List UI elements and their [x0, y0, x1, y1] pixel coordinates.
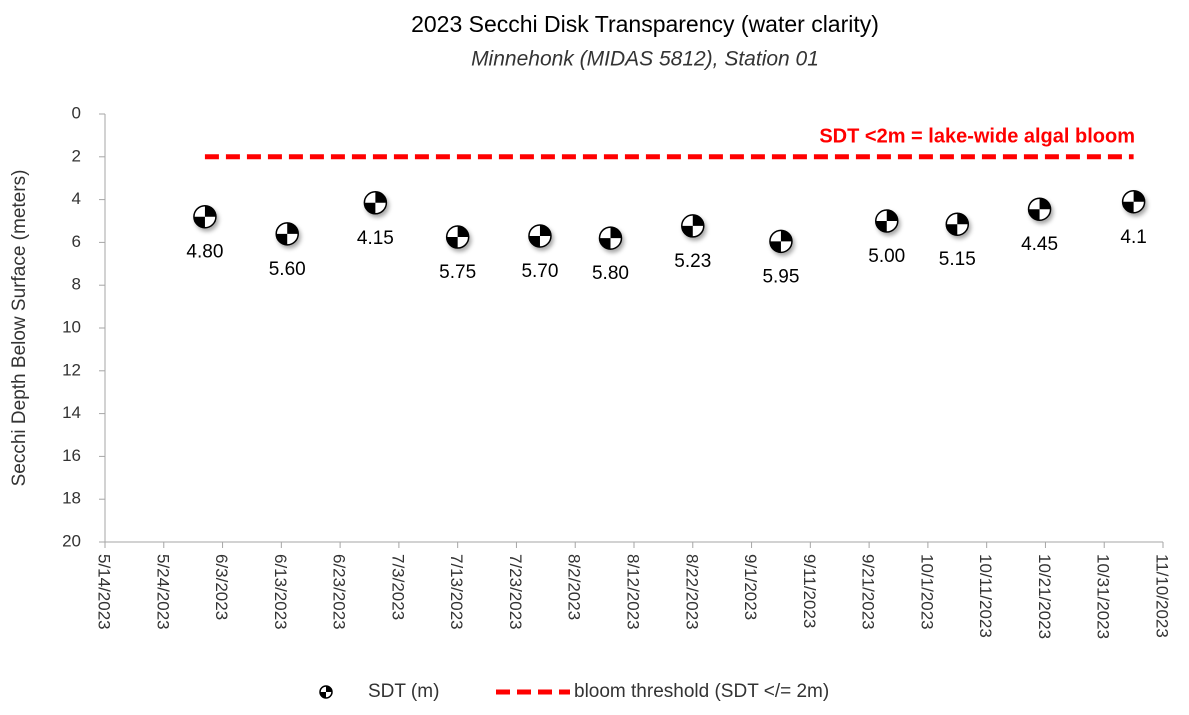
y-tick-label: 12	[62, 360, 81, 379]
data-label: 5.15	[939, 249, 976, 270]
data-label: 5.75	[439, 262, 476, 283]
disk-quadrant	[204, 205, 216, 217]
legend-swatch	[319, 685, 333, 699]
x-tick-label: 5/14/2023	[95, 554, 114, 630]
data-label: 5.60	[269, 259, 306, 280]
x-tick-label: 8/22/2023	[682, 554, 701, 630]
x-tick-label: 8/12/2023	[624, 554, 643, 630]
x-tick-label: 10/1/2023	[917, 554, 936, 630]
secchi-disk	[363, 191, 388, 215]
annotation: SDT <2m = lake-wide algal bloom	[819, 125, 1135, 147]
disk-quadrant	[287, 222, 299, 234]
x-tick-label: 6/23/2023	[330, 554, 349, 630]
disk-quadrant	[276, 233, 288, 245]
disk-quadrant	[326, 686, 332, 692]
disk-quadrant	[946, 224, 958, 236]
disk-quadrant	[446, 237, 458, 249]
disk-quadrant	[692, 214, 704, 226]
disk-quadrant	[599, 238, 611, 250]
x-tick-label: 5/24/2023	[153, 554, 172, 630]
disk-quadrant	[528, 235, 540, 247]
disk-quadrant	[457, 226, 469, 238]
data-label: 5.80	[592, 263, 629, 284]
disk-quadrant	[1039, 198, 1051, 210]
x-tick-label: 7/3/2023	[388, 554, 407, 620]
x-tick-label: 9/11/2023	[800, 554, 819, 628]
secchi-disk	[275, 222, 299, 246]
y-tick-label: 16	[62, 446, 81, 465]
y-tick-label: 20	[62, 531, 81, 550]
chart-subtitle: Minnehonk (MIDAS 5812), Station 01	[471, 48, 819, 71]
secchi-disk	[445, 225, 470, 249]
disk-quadrant	[193, 216, 205, 228]
secchi-disk	[193, 204, 217, 229]
y-tick-label: 14	[62, 403, 81, 422]
disk-quadrant	[1133, 190, 1145, 202]
disk-quadrant	[769, 241, 781, 253]
disk-quadrant	[957, 213, 969, 225]
data-label: 5.23	[674, 251, 711, 272]
x-tick-label: 6/13/2023	[271, 554, 290, 630]
disk-quadrant	[1028, 209, 1040, 221]
secchi-disk	[528, 224, 552, 248]
data-label: 4.15	[357, 228, 394, 249]
data-label: 5.70	[521, 261, 558, 282]
disk-quadrant	[364, 202, 376, 214]
y-tick-label: 4	[72, 189, 81, 208]
x-tick-label: 8/2/2023	[565, 554, 584, 620]
y-tick-label: 6	[72, 232, 81, 251]
data-label: 5.00	[868, 246, 905, 267]
disk-quadrant	[375, 191, 387, 203]
disk-quadrant	[875, 221, 887, 232]
data-label: 4.1	[1120, 227, 1146, 248]
legend-label: bloom threshold (SDT </= 2m)	[574, 681, 829, 702]
y-tick-label: 8	[72, 275, 81, 294]
x-tick-label: 10/31/2023	[1094, 554, 1113, 639]
x-tick-label: 9/1/2023	[741, 554, 760, 620]
y-tick-label: 10	[62, 317, 81, 336]
disk-quadrant	[886, 210, 898, 221]
disk-quadrant	[681, 225, 693, 237]
data-label: 4.80	[186, 242, 223, 263]
data-label: 4.45	[1021, 234, 1058, 255]
x-tick-label: 10/21/2023	[1035, 554, 1054, 639]
secchi-disk	[598, 226, 623, 250]
secchi-disk	[1027, 197, 1052, 221]
x-tick-label: 11/10/2023	[1153, 554, 1172, 638]
x-tick-label: 9/21/2023	[859, 554, 878, 630]
data-label: 5.95	[762, 266, 799, 287]
disk-quadrant	[320, 692, 326, 698]
x-tick-label: 7/23/2023	[506, 554, 525, 630]
disk-quadrant	[1122, 201, 1134, 213]
x-tick-label: 6/3/2023	[212, 554, 231, 620]
y-axis-label: Secchi Depth Below Surface (meters)	[9, 170, 30, 487]
disk-quadrant	[780, 230, 792, 242]
y-tick-label: 2	[72, 146, 81, 165]
legend-label: SDT (m)	[368, 681, 439, 702]
x-tick-label: 10/11/2023	[976, 554, 995, 638]
y-tick-label: 0	[72, 103, 81, 122]
secchi-disk	[945, 212, 970, 236]
disk-quadrant	[539, 224, 551, 236]
disk-quadrant	[610, 227, 622, 239]
secchi-disk	[874, 209, 899, 233]
secchi-disk	[1121, 189, 1146, 214]
secchi-disk	[769, 229, 793, 254]
x-tick-label: 7/13/2023	[447, 554, 466, 630]
y-tick-label: 18	[62, 489, 81, 508]
secchi-disk	[681, 214, 705, 238]
chart-title: 2023 Secchi Disk Transparency (water cla…	[411, 11, 879, 37]
